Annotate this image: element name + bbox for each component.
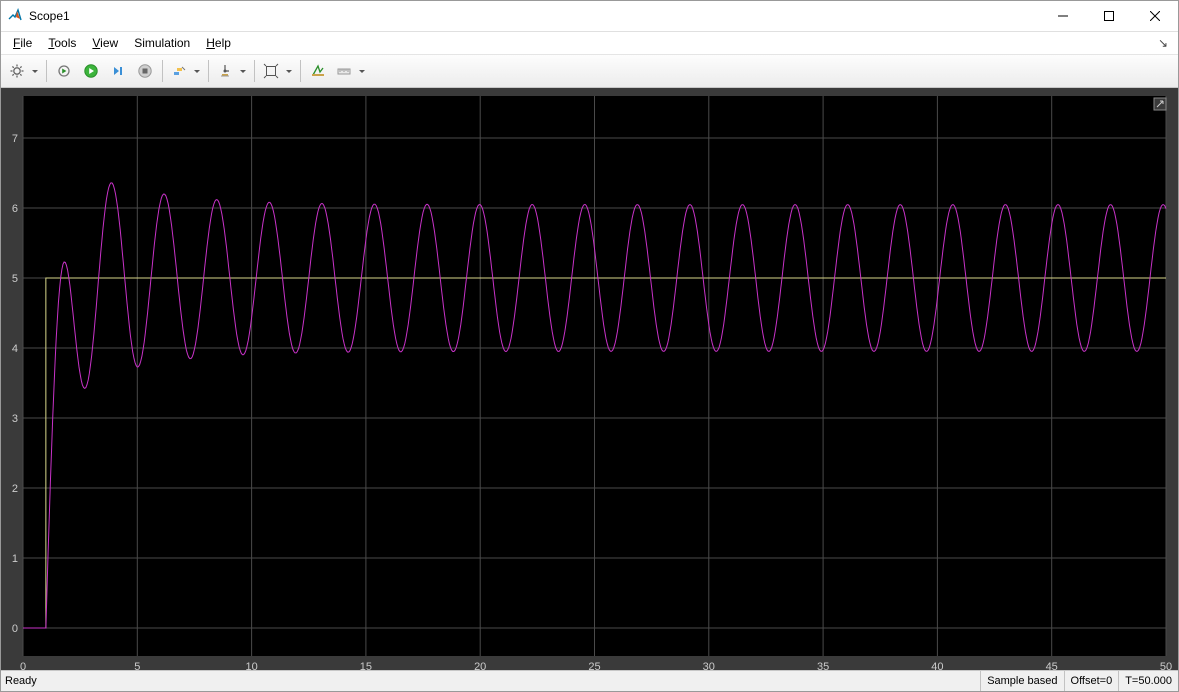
play-icon[interactable]	[78, 58, 104, 84]
svg-text:4: 4	[12, 343, 18, 355]
svg-text:10: 10	[245, 661, 257, 670]
cursor-icon[interactable]	[305, 58, 331, 84]
scope-plot[interactable]: 0510152025303540455001234567	[1, 88, 1178, 670]
trigger-icon[interactable]	[213, 58, 250, 84]
svg-text:40: 40	[931, 661, 943, 670]
scope-window: Scope1 FileToolsViewSimulationHelp ↘ 0 5 1…	[0, 0, 1179, 692]
svg-text:45: 45	[1046, 661, 1058, 670]
menu-file[interactable]: File	[5, 34, 40, 52]
status-ready: Ready	[1, 675, 41, 687]
restart-icon[interactable]	[51, 58, 77, 84]
undock-arrow-icon[interactable]: ↘	[1152, 36, 1174, 50]
svg-text:5: 5	[134, 661, 140, 670]
toolbar-separator	[300, 60, 301, 82]
status-mode: Sample based	[980, 671, 1063, 691]
svg-text:0: 0	[12, 623, 18, 635]
svg-text:5: 5	[12, 273, 18, 285]
toolbar-separator	[208, 60, 209, 82]
svg-text:1: 1	[12, 553, 18, 565]
minimize-button[interactable]	[1040, 1, 1086, 31]
svg-text:30: 30	[703, 661, 715, 670]
svg-text:20: 20	[474, 661, 486, 670]
toolbar-separator	[254, 60, 255, 82]
scope-chart: 0510152025303540455001234567	[1, 88, 1178, 670]
menu-help[interactable]: Help	[198, 34, 239, 52]
svg-text:3: 3	[12, 413, 18, 425]
autoscale-icon[interactable]	[259, 58, 296, 84]
menu-simulation[interactable]: Simulation	[126, 34, 198, 52]
measure-icon[interactable]	[332, 58, 369, 84]
toolbar-separator	[162, 60, 163, 82]
menubar: FileToolsViewSimulationHelp ↘	[1, 32, 1178, 54]
toolbar	[1, 54, 1178, 88]
step-icon[interactable]	[105, 58, 131, 84]
status-offset: Offset=0	[1064, 671, 1119, 691]
window-title: Scope1	[29, 9, 70, 23]
titlebar: Scope1	[1, 1, 1178, 32]
menu-view[interactable]: View	[84, 34, 126, 52]
window-buttons	[1040, 1, 1178, 31]
close-button[interactable]	[1132, 1, 1178, 31]
svg-text:15: 15	[360, 661, 372, 670]
svg-text:6: 6	[12, 203, 18, 215]
maximize-button[interactable]	[1086, 1, 1132, 31]
gear-icon[interactable]	[5, 58, 42, 84]
statusbar: Ready Sample based Offset=0 T=50.000	[1, 670, 1178, 691]
svg-text:0: 0	[20, 661, 26, 670]
svg-text:2: 2	[12, 483, 18, 495]
toolbar-separator	[46, 60, 47, 82]
menu-tools[interactable]: Tools	[40, 34, 84, 52]
matlab-app-icon	[7, 8, 23, 24]
svg-text:25: 25	[588, 661, 600, 670]
svg-text:7: 7	[12, 133, 18, 145]
svg-text:50: 50	[1160, 661, 1172, 670]
highlight-icon[interactable]	[167, 58, 204, 84]
status-time: T=50.000	[1118, 671, 1178, 691]
svg-text:35: 35	[817, 661, 829, 670]
stop-icon[interactable]	[132, 58, 158, 84]
